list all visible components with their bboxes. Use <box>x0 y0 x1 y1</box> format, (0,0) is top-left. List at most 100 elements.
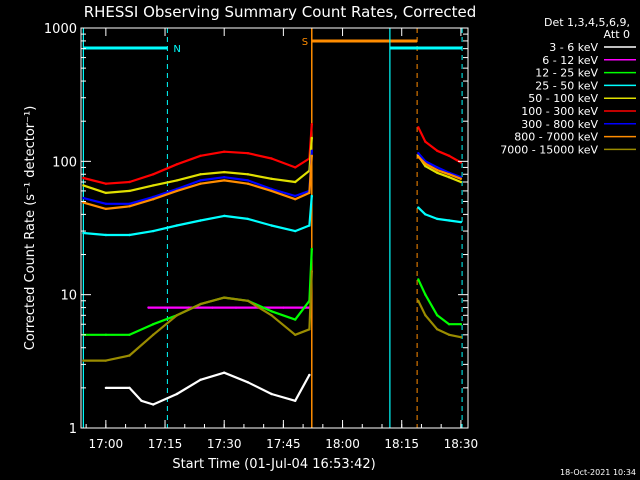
y-axis: 1 10 100 1000 <box>44 22 468 437</box>
data-point <box>152 195 155 199</box>
series-line <box>83 150 313 205</box>
data-point <box>417 206 420 209</box>
data-point <box>417 152 420 155</box>
data-point <box>294 166 297 169</box>
data-point <box>82 196 85 200</box>
data-point <box>424 162 427 165</box>
data-point <box>417 278 420 281</box>
series-3-6kev <box>104 371 311 406</box>
data-point <box>270 310 273 313</box>
series-50-100kev <box>82 136 463 195</box>
night-label: N <box>173 44 180 55</box>
x-tick-label: 17:45 <box>266 437 301 451</box>
data-point <box>199 219 202 222</box>
data-point <box>310 270 313 273</box>
data-point <box>104 333 108 336</box>
data-point <box>308 224 311 227</box>
data-point <box>199 302 202 306</box>
data-point <box>246 173 250 176</box>
data-point <box>128 233 131 237</box>
data-point <box>128 180 131 184</box>
data-point <box>459 180 463 184</box>
data-point <box>270 189 273 193</box>
series-6-12kev <box>147 306 311 309</box>
x-axis: 17:00 17:15 17:30 17:45 18:00 18:15 18:30 <box>85 28 478 451</box>
data-point <box>310 154 313 157</box>
data-point <box>424 140 427 143</box>
legend-entry-label: 800 - 7000 keV <box>514 131 598 144</box>
legend-header: Det 1,3,4,5,6,9, <box>544 16 630 29</box>
data-point <box>104 359 108 362</box>
data-point <box>447 154 451 157</box>
annotation-layer: NS <box>82 28 463 428</box>
data-point <box>294 229 297 233</box>
data-point <box>152 173 155 176</box>
data-point <box>128 205 131 208</box>
data-point <box>246 182 250 185</box>
data-point <box>82 176 85 180</box>
legend-header: Att 0 <box>604 28 630 41</box>
data-point <box>223 150 226 153</box>
series-line <box>417 300 462 339</box>
data-point <box>223 371 226 374</box>
series-line <box>83 137 313 194</box>
x-tick-label: 17:30 <box>207 437 242 451</box>
legend-entry-label: 50 - 100 keV <box>528 92 598 105</box>
data-point <box>147 306 150 309</box>
data-point <box>459 323 463 326</box>
series-12-25kev <box>82 247 463 336</box>
x-tick-label: 17:15 <box>148 437 183 451</box>
chart-title: RHESSI Observing Summary Count Rates, Co… <box>84 3 477 21</box>
series-line <box>83 271 313 362</box>
data-point <box>294 198 297 201</box>
data-point <box>294 180 297 184</box>
x-tick-label: 17:00 <box>89 437 124 451</box>
data-point <box>436 166 439 169</box>
data-point <box>199 154 202 157</box>
y-axis-label: Corrected Count Rate (s⁻¹ detector⁻¹) <box>23 106 38 351</box>
data-point <box>294 333 297 336</box>
data-point <box>417 299 420 302</box>
data-point <box>436 168 439 172</box>
data-point <box>128 354 131 357</box>
data-point <box>447 333 451 336</box>
data-point <box>223 214 226 218</box>
data-point <box>459 161 463 164</box>
data-point <box>211 306 214 309</box>
x-axis-label: Start Time (01-Jul-04 16:53:42) <box>172 457 375 472</box>
data-point <box>152 229 155 233</box>
data-point <box>424 213 427 216</box>
data-point <box>447 173 451 176</box>
data-point <box>199 179 202 182</box>
data-point <box>459 336 463 339</box>
data-point <box>270 224 273 227</box>
legend-entry-label: 3 - 6 keV <box>549 41 598 54</box>
series-line <box>105 371 311 406</box>
series-25-50kev <box>82 194 463 237</box>
data-point <box>152 333 155 336</box>
x-tick-label: 18:15 <box>384 437 419 451</box>
series-layer <box>82 123 463 406</box>
data-point <box>175 179 179 182</box>
data-point <box>294 399 297 402</box>
data-point <box>104 182 108 185</box>
data-point <box>175 224 179 227</box>
data-point <box>424 165 427 168</box>
data-point <box>436 149 439 152</box>
data-point <box>175 392 179 396</box>
data-point <box>310 136 313 140</box>
data-point <box>104 207 108 211</box>
data-point <box>82 359 85 362</box>
data-point <box>246 299 250 302</box>
data-point <box>447 176 451 179</box>
series-800-7000kev <box>82 154 463 211</box>
data-point <box>199 173 202 176</box>
data-point <box>417 155 420 159</box>
data-point <box>223 179 226 182</box>
data-point <box>436 171 439 174</box>
data-point <box>152 198 155 201</box>
legend-entry-label: 100 - 300 keV <box>521 105 598 118</box>
y-tick-label: 1 <box>69 422 77 437</box>
data-point <box>223 296 226 299</box>
